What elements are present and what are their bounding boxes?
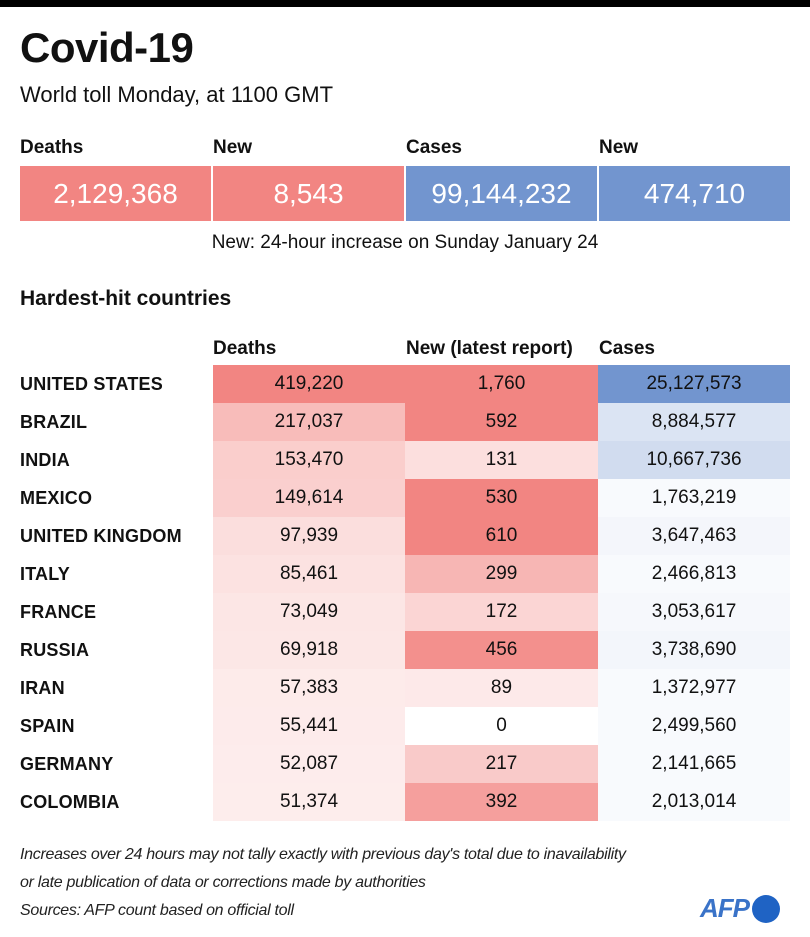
summary-label-deaths: Deaths [20,137,84,158]
country-name: IRAN [20,678,65,698]
summary-note: New: 24-hour increase on Sunday January … [211,232,599,253]
cell-new: 0 [405,707,598,745]
cell-deaths: 73,049 [213,593,405,631]
country-name: BRAZIL [20,412,88,432]
footnote-line-2: or late publication of data or correctio… [20,874,426,891]
cell-deaths: 419,220 [213,365,405,403]
cell-new: 172 [405,593,598,631]
summary-value-cases: 99,144,232 [406,166,597,221]
cell-new: 217 [405,745,598,783]
cell-cases: 2,499,560 [598,707,790,745]
cell-deaths: 153,470 [213,441,405,479]
country-name: INDIA [20,450,70,470]
cell-new: 131 [405,441,598,479]
country-name: FRANCE [20,602,97,622]
top-bar [0,0,810,7]
cell-cases: 3,647,463 [598,517,790,555]
cell-cases: 2,466,813 [598,555,790,593]
summary-label-new-cases: New [599,137,639,158]
column-header-deaths: Deaths [213,338,277,359]
cell-deaths: 97,939 [213,517,405,555]
summary-value-deaths: 2,129,368 [20,166,211,221]
summary-value-new-cases: 474,710 [599,166,790,221]
country-name: ITALY [20,564,71,584]
country-name: UNITED KINGDOM [20,526,182,546]
country-name: MEXICO [20,488,93,508]
cell-cases: 3,738,690 [598,631,790,669]
section-title: Hardest-hit countries [20,287,232,310]
country-name: UNITED STATES [20,374,163,394]
cell-new: 299 [405,555,598,593]
cell-new: 1,760 [405,365,598,403]
cell-cases: 25,127,573 [598,365,790,403]
footnote-sources: Sources: AFP count based on official tol… [20,902,294,919]
cell-new: 392 [405,783,598,821]
cell-new: 610 [405,517,598,555]
column-header-cases: Cases [599,338,655,359]
cell-deaths: 149,614 [213,479,405,517]
cell-deaths: 217,037 [213,403,405,441]
column-header-new: New (latest report) [406,338,573,359]
page-title: Covid-19 [20,24,194,71]
summary-value-new-deaths: 8,543 [213,166,404,221]
cell-deaths: 85,461 [213,555,405,593]
footnote-line-1: Increases over 24 hours may not tally ex… [20,846,626,863]
cell-deaths: 55,441 [213,707,405,745]
summary-label-new-deaths: New [213,137,253,158]
cell-cases: 3,053,617 [598,593,790,631]
cell-new: 89 [405,669,598,707]
cell-deaths: 69,918 [213,631,405,669]
cell-cases: 2,141,665 [598,745,790,783]
cell-deaths: 52,087 [213,745,405,783]
summary-label-cases: Cases [406,137,462,158]
country-name: RUSSIA [20,640,90,660]
country-name: GERMANY [20,754,114,774]
cell-cases: 8,884,577 [598,403,790,441]
page-subtitle: World toll Monday, at 1100 GMT [20,82,334,107]
cell-new: 592 [405,403,598,441]
cell-deaths: 57,383 [213,669,405,707]
afp-logo-text: AFP [700,893,750,923]
cell-cases: 1,763,219 [598,479,790,517]
afp-logo: AFP [700,893,780,924]
cell-new: 456 [405,631,598,669]
afp-logo-dot-icon [752,894,780,923]
country-name: COLOMBIA [20,792,120,812]
cell-cases: 2,013,014 [598,783,790,821]
cell-cases: 10,667,736 [598,441,790,479]
cell-cases: 1,372,977 [598,669,790,707]
cell-new: 530 [405,479,598,517]
cell-deaths: 51,374 [213,783,405,821]
country-name: SPAIN [20,716,75,736]
